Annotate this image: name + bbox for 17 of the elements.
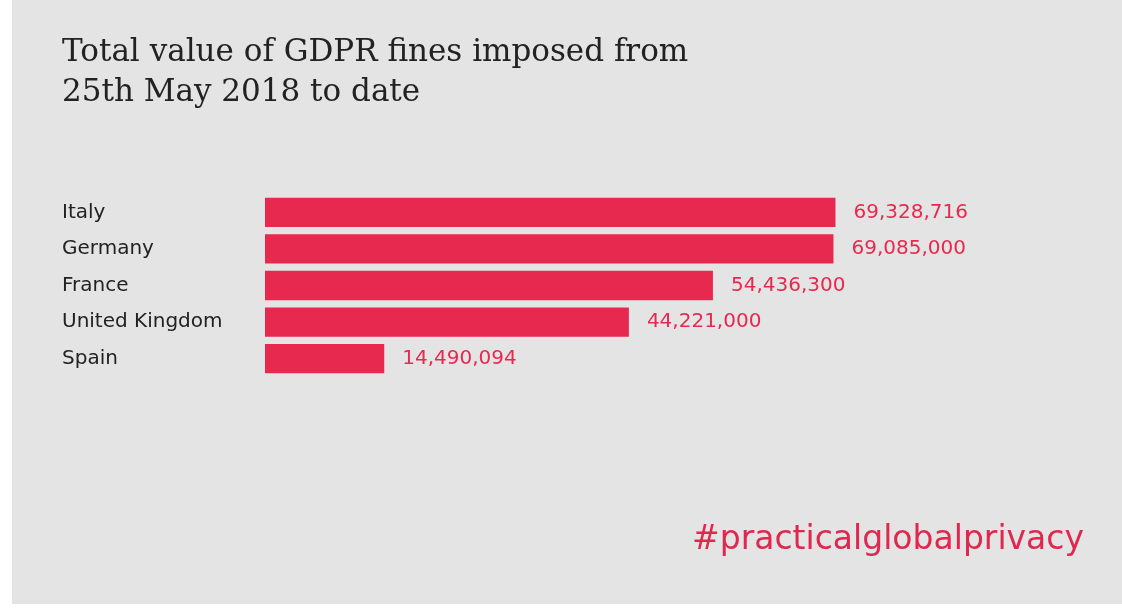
bar xyxy=(265,197,836,227)
bar xyxy=(265,270,713,301)
y-tick-label: Italy xyxy=(62,198,106,223)
data-label: 69,328,716 xyxy=(853,198,968,223)
data-label: 54,436,300 xyxy=(730,271,846,296)
data-label: 14,490,094 xyxy=(402,344,517,369)
chart-title: Total value of GDPR fines imposed from 25th May 2018 to date xyxy=(62,31,689,110)
bar xyxy=(265,344,385,374)
text: #practicalglobalprivacy xyxy=(692,518,1084,557)
y-tick-label: Spain xyxy=(62,344,118,369)
bar xyxy=(265,307,629,337)
y-tick-label: Germany xyxy=(62,235,155,260)
y-tick-label: France xyxy=(62,271,129,296)
data-label: 44,221,000 xyxy=(646,308,762,333)
y-tick-label: United Kingdom xyxy=(62,308,223,333)
data-label: 69,085,000 xyxy=(851,235,966,260)
bar xyxy=(265,234,834,264)
